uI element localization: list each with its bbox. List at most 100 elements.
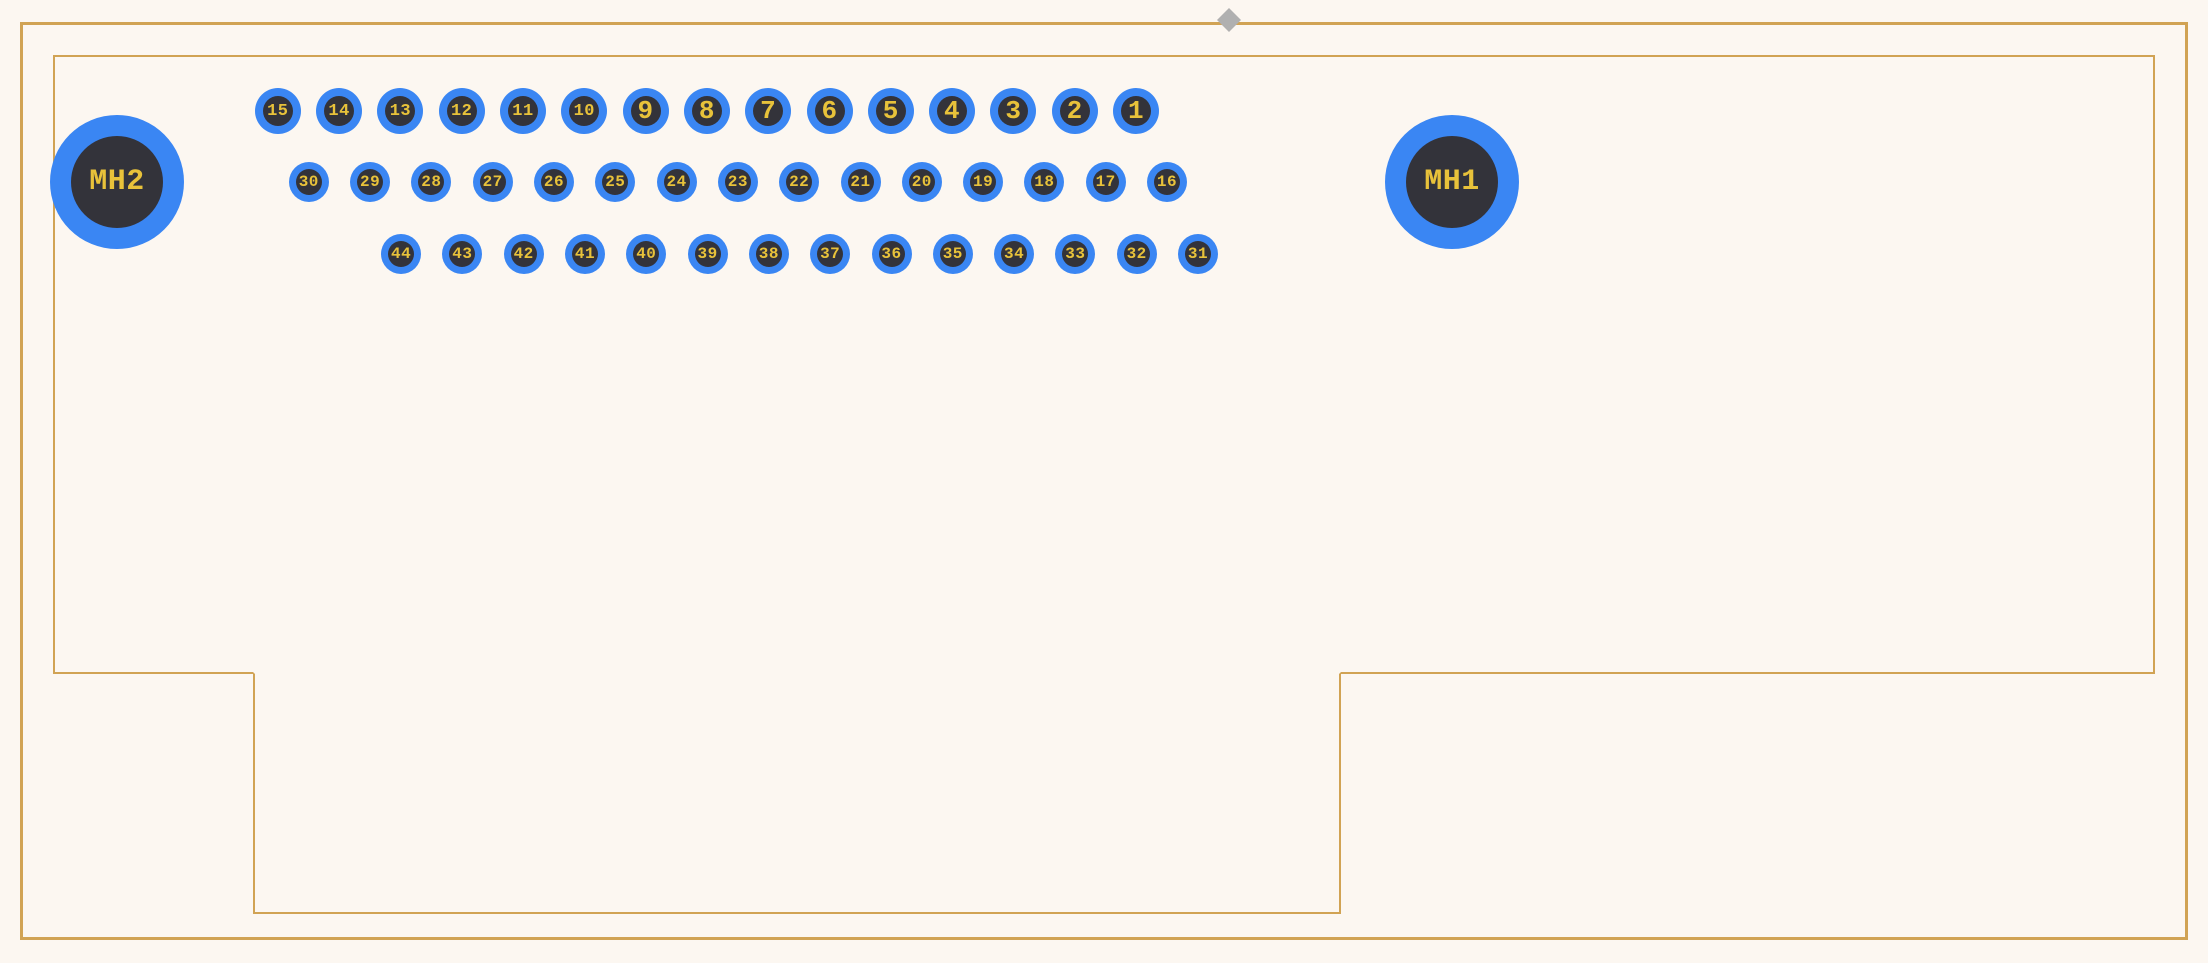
pin-15-label: 15: [267, 103, 288, 120]
pin-2-ring: 2: [1052, 88, 1098, 134]
pin-21-ring: 21: [841, 162, 881, 202]
pin-44-hole: 44: [388, 241, 414, 267]
pin-7-label: 7: [760, 98, 776, 124]
pin-42-label: 42: [514, 246, 534, 262]
pin-34-ring: 34: [994, 234, 1034, 274]
pin-41-ring: 41: [565, 234, 605, 274]
pin-29-hole: 29: [357, 169, 383, 195]
pin-36-label: 36: [881, 246, 901, 262]
pin-14-label: 14: [328, 103, 349, 120]
pin-25-hole: 25: [602, 169, 628, 195]
pin-33-hole: 33: [1062, 241, 1088, 267]
mount-hole-mh1-ring: MH1: [1385, 115, 1519, 249]
pin-24-label: 24: [666, 174, 686, 190]
pin-18-label: 18: [1034, 174, 1054, 190]
pin-44-ring: 44: [381, 234, 421, 274]
pin-8-label: 8: [699, 98, 715, 124]
pin-26-label: 26: [544, 174, 564, 190]
pin-36-hole: 36: [879, 241, 905, 267]
pin-43-label: 43: [452, 246, 472, 262]
pin-1-label: 1: [1128, 98, 1144, 124]
pin-5-ring: 5: [868, 88, 914, 134]
pin-27-label: 27: [483, 174, 503, 190]
pin-26-hole: 26: [541, 169, 567, 195]
mount-hole-mh2-hole: MH2: [71, 136, 163, 228]
mount-hole-mh1-label: MH1: [1424, 167, 1480, 197]
stage: MH1MH21234567891011121314151617181920212…: [0, 0, 2208, 963]
pin-19-label: 19: [973, 174, 993, 190]
pin-40-label: 40: [636, 246, 656, 262]
pin-16-label: 16: [1157, 174, 1177, 190]
pin-7-hole: 7: [753, 96, 783, 126]
pin-32-ring: 32: [1117, 234, 1157, 274]
pin-12-ring: 12: [439, 88, 485, 134]
pin-20-hole: 20: [909, 169, 935, 195]
pin-3-hole: 3: [998, 96, 1028, 126]
pin-39-ring: 39: [688, 234, 728, 274]
pin-39-hole: 39: [695, 241, 721, 267]
pin-36-ring: 36: [872, 234, 912, 274]
pin-5-hole: 5: [876, 96, 906, 126]
pin-22-hole: 22: [786, 169, 812, 195]
pin-6-label: 6: [821, 98, 837, 124]
pin-11-ring: 11: [500, 88, 546, 134]
pin-23-label: 23: [728, 174, 748, 190]
pin-16-ring: 16: [1147, 162, 1187, 202]
pin-38-label: 38: [759, 246, 779, 262]
pin-17-ring: 17: [1086, 162, 1126, 202]
pin-1-hole: 1: [1121, 96, 1151, 126]
pin-2-hole: 2: [1060, 96, 1090, 126]
pin-41-label: 41: [575, 246, 595, 262]
pin-17-hole: 17: [1093, 169, 1119, 195]
pin-19-ring: 19: [963, 162, 1003, 202]
pin-14-hole: 14: [324, 96, 354, 126]
pin-20-ring: 20: [902, 162, 942, 202]
pin-20-label: 20: [912, 174, 932, 190]
pin-23-hole: 23: [725, 169, 751, 195]
mount-hole-mh2-label: MH2: [89, 167, 145, 197]
pin-40-hole: 40: [633, 241, 659, 267]
pin-32-hole: 32: [1124, 241, 1150, 267]
pin-21-hole: 21: [848, 169, 874, 195]
pin-42-hole: 42: [511, 241, 537, 267]
pin-37-label: 37: [820, 246, 840, 262]
pin-10-ring: 10: [561, 88, 607, 134]
pin-26-ring: 26: [534, 162, 574, 202]
pin-33-label: 33: [1065, 246, 1085, 262]
pin-6-ring: 6: [807, 88, 853, 134]
pin-11-hole: 11: [508, 96, 538, 126]
pin-35-label: 35: [943, 246, 963, 262]
pin-19-hole: 19: [970, 169, 996, 195]
pin-30-ring: 30: [289, 162, 329, 202]
pin-31-ring: 31: [1178, 234, 1218, 274]
pin-10-hole: 10: [569, 96, 599, 126]
pin-5-label: 5: [883, 98, 899, 124]
pin-34-label: 34: [1004, 246, 1024, 262]
pin-28-label: 28: [421, 174, 441, 190]
pin-34-hole: 34: [1001, 241, 1027, 267]
pin-2-label: 2: [1067, 98, 1083, 124]
pin-1-ring: 1: [1113, 88, 1159, 134]
pin-38-ring: 38: [749, 234, 789, 274]
pin-4-label: 4: [944, 98, 960, 124]
pin-31-hole: 31: [1185, 241, 1211, 267]
pin-4-hole: 4: [937, 96, 967, 126]
pin-29-ring: 29: [350, 162, 390, 202]
pin-41-hole: 41: [572, 241, 598, 267]
pin-17-label: 17: [1096, 174, 1116, 190]
pin-15-ring: 15: [255, 88, 301, 134]
pin-9-ring: 9: [623, 88, 669, 134]
pin-14-ring: 14: [316, 88, 362, 134]
pin-8-ring: 8: [684, 88, 730, 134]
pin-11-label: 11: [512, 103, 533, 120]
bottom-tab-rect: [253, 672, 1341, 914]
pin-9-hole: 9: [631, 96, 661, 126]
pin-43-hole: 43: [449, 241, 475, 267]
pin-10-label: 10: [574, 103, 595, 120]
pin-13-label: 13: [390, 103, 411, 120]
pin-18-hole: 18: [1031, 169, 1057, 195]
pin-31-label: 31: [1188, 246, 1208, 262]
pin-27-ring: 27: [473, 162, 513, 202]
pin-29-label: 29: [360, 174, 380, 190]
pin-9-label: 9: [638, 98, 654, 124]
